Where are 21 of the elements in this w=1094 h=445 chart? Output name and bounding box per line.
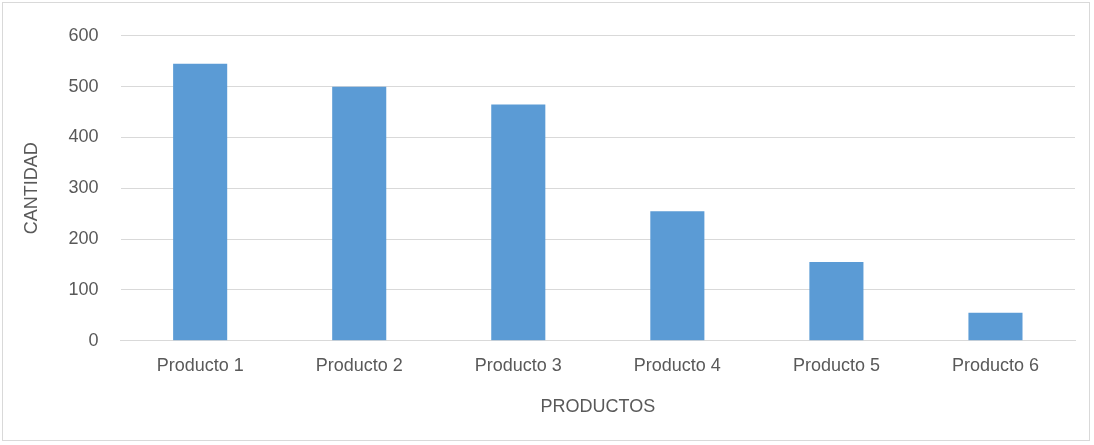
bar xyxy=(332,86,387,341)
x-tick-label: Producto 6 xyxy=(951,354,1039,375)
x-tick-label: Producto 5 xyxy=(792,354,880,375)
bar xyxy=(809,262,864,341)
y-tick-label: 100 xyxy=(68,278,99,299)
y-axis-title: CANTIDAD xyxy=(20,142,41,235)
bar xyxy=(968,312,1023,341)
y-tick-label: 400 xyxy=(68,126,99,147)
x-axis-title: PRODUCTOS xyxy=(540,396,656,417)
x-tick-label: Producto 4 xyxy=(633,354,721,375)
y-tick-label: 600 xyxy=(68,24,99,45)
bar xyxy=(491,104,546,341)
y-tick-label: 0 xyxy=(88,329,99,350)
y-tick-label: 500 xyxy=(68,75,99,96)
y-tick-label: 200 xyxy=(68,228,99,249)
y-tick-label: 300 xyxy=(68,177,99,198)
x-tick-label: Producto 3 xyxy=(474,354,562,375)
x-tick-label: Producto 2 xyxy=(315,354,403,375)
bar xyxy=(650,211,705,341)
x-tick-label: Producto 1 xyxy=(156,354,244,375)
bar xyxy=(173,63,228,341)
